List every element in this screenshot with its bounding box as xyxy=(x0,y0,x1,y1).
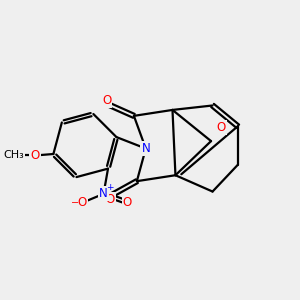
Text: −: − xyxy=(71,198,79,208)
Text: +: + xyxy=(106,183,114,192)
Text: CH₃: CH₃ xyxy=(3,151,24,160)
Text: O: O xyxy=(106,193,115,206)
Text: N: N xyxy=(141,142,150,155)
Text: O: O xyxy=(78,196,87,209)
Text: O: O xyxy=(217,121,226,134)
Text: O: O xyxy=(30,149,40,162)
Text: O: O xyxy=(123,196,132,209)
Text: O: O xyxy=(102,94,111,107)
Text: N: N xyxy=(99,188,108,200)
